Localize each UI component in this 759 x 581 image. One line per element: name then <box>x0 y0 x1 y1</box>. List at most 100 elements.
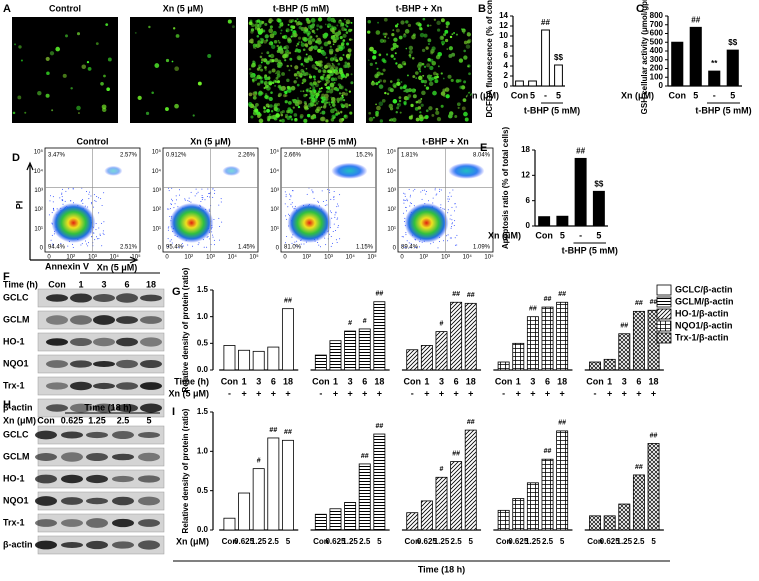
cell <box>309 90 313 93</box>
cell <box>12 111 16 115</box>
cell <box>254 23 259 28</box>
cell <box>464 117 469 122</box>
cell <box>285 28 290 33</box>
event <box>61 196 63 198</box>
cell <box>348 90 352 93</box>
image-title: Xn (5 μM) <box>163 3 204 13</box>
cell <box>418 67 421 71</box>
event <box>50 239 52 241</box>
x-axis-label: Xn (μM) <box>176 536 209 546</box>
cell <box>317 17 323 22</box>
event <box>449 237 451 239</box>
event <box>167 238 169 240</box>
y-tick-label: 12 <box>499 21 508 30</box>
bar <box>497 361 510 371</box>
cell <box>375 62 378 65</box>
cell <box>267 118 271 122</box>
event <box>335 211 337 213</box>
event <box>412 190 414 192</box>
event <box>336 241 338 243</box>
cell <box>419 70 422 73</box>
cell <box>321 110 326 115</box>
y-axis-label: Relative density of protein (ratio) <box>181 267 190 392</box>
cell <box>430 51 434 55</box>
bar <box>541 458 554 531</box>
event <box>211 231 213 233</box>
cell <box>337 62 341 66</box>
cell <box>268 115 272 120</box>
cell <box>344 64 349 68</box>
event <box>198 242 200 244</box>
cell <box>338 69 344 75</box>
cell <box>338 19 343 24</box>
cell <box>427 57 431 62</box>
cell <box>398 35 403 40</box>
y-tick-label: 200 <box>650 64 664 73</box>
x-tick-label: 5 <box>651 537 656 546</box>
x-tick-label: Con <box>495 376 513 386</box>
cell <box>252 95 257 100</box>
cell <box>320 87 323 90</box>
significance: ## <box>635 300 643 307</box>
event <box>401 236 403 238</box>
cell <box>403 33 406 36</box>
cell <box>344 28 347 32</box>
bar <box>618 503 631 531</box>
cell <box>431 46 436 51</box>
cell <box>338 56 344 61</box>
event <box>330 235 332 237</box>
event <box>435 194 437 196</box>
cell <box>297 99 300 102</box>
cell <box>340 73 345 78</box>
y-tick-label: 0.5 <box>197 486 209 495</box>
cell <box>440 72 443 75</box>
event <box>285 196 287 198</box>
bar <box>314 354 327 371</box>
legend-swatch <box>656 296 672 308</box>
cell <box>308 96 312 100</box>
group-label: t-BHP (5 mM) <box>562 245 618 255</box>
band <box>61 541 83 549</box>
cell <box>259 37 263 41</box>
row-label: Xn (μM) <box>3 415 36 425</box>
cell <box>435 107 439 111</box>
x-tick-label: Con <box>312 376 330 386</box>
event <box>175 199 177 201</box>
event <box>332 231 334 233</box>
cell <box>339 36 343 40</box>
event <box>284 191 286 193</box>
cell <box>333 77 338 82</box>
event <box>447 240 449 242</box>
treatment-sign: + <box>333 388 338 398</box>
event <box>190 201 192 203</box>
cell <box>253 77 258 82</box>
cell <box>418 114 423 119</box>
cell <box>349 52 352 55</box>
event <box>324 205 326 207</box>
cell <box>280 29 283 32</box>
event <box>91 202 93 204</box>
cell <box>328 103 331 106</box>
cell <box>284 50 287 53</box>
cell <box>278 92 282 97</box>
cell <box>248 92 253 97</box>
tick-label: 0 <box>47 255 51 261</box>
quadrant-percent: 0.912% <box>166 153 187 159</box>
x-tick-label: 1 <box>516 376 521 386</box>
bar <box>526 316 539 371</box>
cell <box>459 85 463 89</box>
cell <box>316 24 320 28</box>
cell <box>249 19 253 23</box>
cell <box>291 32 297 38</box>
cell <box>253 105 257 109</box>
cell <box>303 118 308 123</box>
y-tick-label: 1.5 <box>197 407 209 416</box>
cell <box>321 67 324 70</box>
band <box>116 337 138 347</box>
event <box>287 206 289 208</box>
cell <box>406 97 410 101</box>
cell <box>20 59 23 62</box>
cell <box>276 70 281 75</box>
cell <box>420 98 423 100</box>
cell <box>271 68 276 73</box>
